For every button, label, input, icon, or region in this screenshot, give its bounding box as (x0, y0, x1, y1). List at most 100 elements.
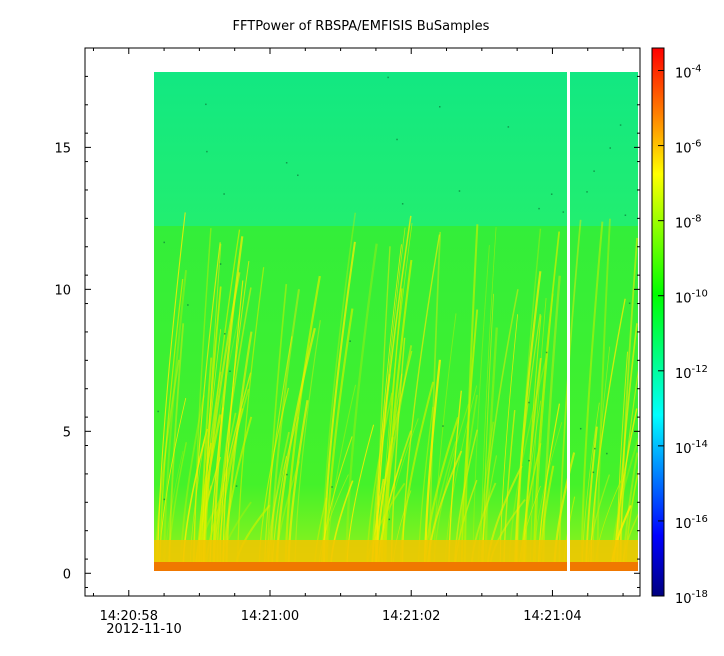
chorus-riser (428, 231, 442, 567)
chorus-riser (157, 212, 186, 567)
colorbar-tick-label: 10-10 (675, 289, 708, 307)
noise-speck (235, 485, 238, 487)
noise-speck (624, 214, 627, 216)
chorus-riser (323, 241, 356, 567)
noise-speck (223, 193, 225, 195)
noise-speck (545, 351, 548, 354)
y-tick-label: 0 (63, 567, 71, 582)
colorbar (651, 47, 665, 597)
chorus-riser (381, 223, 413, 567)
chorus-riser (480, 227, 497, 567)
noise-speck (187, 304, 189, 306)
noise-speck (592, 471, 595, 474)
noise-speck (550, 193, 553, 195)
chorus-riser (619, 237, 638, 567)
noise-speck (286, 473, 288, 476)
noise-speck (163, 498, 166, 501)
noise-speck (396, 138, 398, 141)
noise-speck (401, 203, 404, 205)
chart-title: FFTPower of RBSPA/EMFISIS BuSamples (233, 19, 490, 34)
y-tick-label: 10 (54, 283, 71, 298)
chorus-riser (596, 218, 611, 567)
dc-band (154, 562, 638, 571)
chorus-riser (383, 288, 403, 567)
x-tick-date-label: 2012-11-10 (106, 622, 182, 637)
noise-speck (297, 174, 299, 177)
chorus-riser (401, 234, 441, 567)
noise-speck (331, 486, 333, 488)
colorbar-tick-label: 10-4 (675, 64, 702, 82)
chorus-riser (222, 280, 244, 567)
chorus-riser (472, 245, 490, 567)
noise-speck (619, 124, 622, 126)
chorus-riser (533, 231, 561, 567)
colorbar-tick-label: 10-6 (675, 139, 702, 157)
chorus-riser (204, 229, 241, 567)
noise-speck (219, 263, 222, 265)
colorbar-ticks: 10-4 10-6 10-8 10-10 10-12 10-14 10-16 10-18 (658, 64, 708, 607)
chorus-riser (216, 287, 252, 567)
noise-speck (593, 170, 595, 172)
chorus-riser (558, 219, 582, 567)
noise-speck (387, 76, 389, 79)
chorus-riser (193, 228, 212, 567)
noise-speck (229, 370, 231, 373)
noise-speck (439, 106, 441, 108)
spectrogram-upper-band (154, 72, 638, 226)
chorus-riser (159, 279, 184, 567)
noise-speck (458, 190, 461, 192)
plot-frame (84, 47, 641, 597)
data-gap (567, 72, 570, 571)
chorus-riser (266, 283, 288, 567)
noise-speck (579, 427, 582, 430)
noise-speck (528, 401, 530, 404)
noise-speck (224, 333, 226, 335)
noise-speck (538, 207, 540, 210)
noise-speck (528, 459, 530, 462)
chorus-riser (193, 242, 221, 567)
chorus-riser (542, 275, 561, 567)
noise-speck (606, 452, 608, 455)
noise-speck (285, 162, 288, 164)
x-tick-label: 14:21:00 (241, 609, 299, 624)
y-tick-label: 15 (54, 141, 71, 156)
chorus-riser (204, 243, 222, 567)
noise-speck (163, 241, 165, 244)
x-tick-label: 14:20:58 (100, 609, 158, 624)
chorus-riser (517, 228, 542, 567)
noise-speck (205, 103, 207, 106)
chorus-riser (270, 289, 300, 567)
chorus-riser (515, 271, 542, 567)
chorus-riser (463, 224, 479, 567)
y-tick-label: 5 (63, 425, 71, 440)
chorus-riser (321, 212, 357, 567)
colorbar-tick-label: 10-16 (675, 514, 708, 532)
colorbar-tick-label: 10-12 (675, 364, 708, 382)
colorbar-tick-label: 10-18 (675, 589, 708, 607)
noise-speck (388, 518, 391, 521)
y-axis: 0 5 10 15 (54, 47, 640, 588)
noise-speck (442, 425, 444, 427)
chorus-riser (376, 227, 406, 567)
x-tick-label: 14:21:02 (382, 609, 440, 624)
noise-speck (609, 147, 611, 149)
chorus-riser (345, 243, 378, 567)
spectrogram-image (154, 72, 638, 571)
colorbar-tick-label: 10-14 (675, 439, 708, 457)
noise-speck (586, 191, 588, 193)
noise-speck (628, 302, 631, 305)
noise-speck (507, 126, 510, 128)
chorus-riser (219, 260, 250, 567)
noise-speck (206, 150, 208, 153)
chorus-riser (163, 270, 187, 567)
x-tick-label: 14:21:04 (523, 609, 581, 624)
chorus-riser (580, 221, 604, 567)
noise-speck (562, 211, 565, 213)
noise-speck (157, 410, 159, 413)
chorus-riser (284, 275, 321, 567)
chorus-riser (384, 259, 413, 567)
noise-speck (349, 340, 351, 342)
chorus-riser (481, 289, 519, 567)
x-axis: 14:20:58 14:21:00 14:21:02 14:21:04 (92, 48, 624, 624)
